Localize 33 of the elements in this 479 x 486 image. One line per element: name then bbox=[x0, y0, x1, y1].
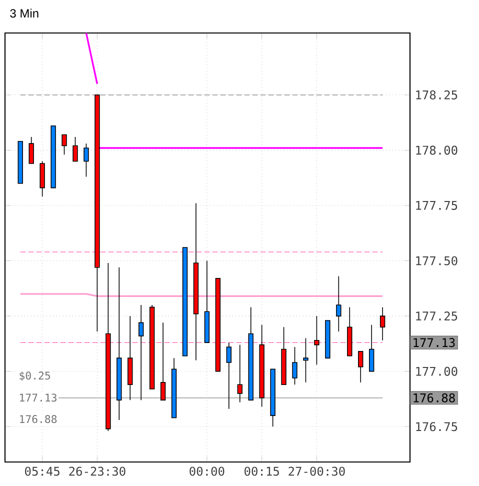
candlestick bbox=[226, 342, 232, 410]
annotation: 177.13 bbox=[20, 394, 56, 402]
y-tick-label: 177.00 bbox=[416, 366, 458, 376]
x-tick-label: 00:00 bbox=[190, 466, 224, 476]
candlestick bbox=[28, 136, 34, 164]
y-tick-label: 177.25 bbox=[416, 312, 458, 321]
x-tick-label: 27-00:30 bbox=[288, 466, 345, 476]
y-tick-label: 178.00 bbox=[416, 146, 458, 155]
candlestick bbox=[138, 304, 144, 400]
candlestick bbox=[160, 322, 166, 400]
candlestick bbox=[292, 346, 298, 385]
candlestick bbox=[358, 351, 364, 383]
candlestick bbox=[368, 324, 374, 372]
ref-line-label: 176.88 bbox=[414, 393, 455, 402]
chart-title: 3 Min bbox=[10, 8, 38, 18]
y-tick-label: 176.75 bbox=[416, 422, 458, 432]
annotation: $0.25 bbox=[20, 371, 50, 382]
y-tick-label: 177.75 bbox=[416, 201, 458, 210]
x-tick-label: 05:45 bbox=[25, 466, 60, 476]
annotation: 176.88 bbox=[20, 415, 57, 424]
candlestick bbox=[72, 136, 78, 162]
candlestick bbox=[314, 316, 320, 366]
x-tick-label: 26-23:30 bbox=[69, 466, 126, 476]
ref-line-label: 177.13 bbox=[414, 338, 455, 348]
candlestick bbox=[303, 338, 308, 383]
candlestick bbox=[336, 276, 342, 332]
candlestick bbox=[380, 306, 386, 341]
y-tick-label: 177.50 bbox=[416, 256, 458, 266]
y-tick-label: 178.25 bbox=[416, 90, 458, 100]
candlestick bbox=[84, 143, 89, 178]
x-tick-label: 00:15 bbox=[244, 466, 279, 476]
candlestick bbox=[237, 344, 242, 403]
candlestick bbox=[62, 134, 67, 156]
